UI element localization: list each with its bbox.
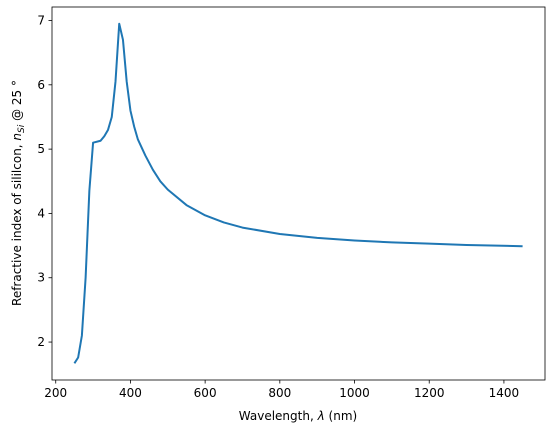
- y-tick-label: 6: [37, 78, 45, 92]
- x-tick-label: 200: [44, 386, 67, 400]
- x-tick-label: 1400: [489, 386, 520, 400]
- y-label-part: Si: [17, 124, 27, 133]
- x-tick-label: 600: [194, 386, 217, 400]
- y-axis-label: Refractive index of sililcon, nSi @ 25 °: [10, 80, 27, 306]
- y-tick-label: 5: [37, 142, 45, 156]
- x-tick-label: 400: [119, 386, 142, 400]
- x-tick-label: 1200: [414, 386, 445, 400]
- x-label-part: Wavelength,: [239, 409, 318, 423]
- x-tick-label: 800: [268, 386, 291, 400]
- x-label-part: (nm): [325, 409, 357, 423]
- y-tick-label: 7: [37, 14, 45, 28]
- y-tick-label: 2: [37, 335, 45, 349]
- x-label-part: λ: [317, 409, 325, 423]
- y-tick-label: 3: [37, 271, 45, 285]
- y-label-part: n: [10, 133, 24, 141]
- x-tick-label: 1000: [339, 386, 370, 400]
- data-line: [73, 22, 523, 364]
- axes-frame: [51, 6, 546, 381]
- y-label-part: Refractive index of sililcon,: [10, 141, 24, 306]
- y-label-part: @ 25 °: [10, 80, 24, 125]
- y-tick-label: 4: [37, 206, 45, 220]
- x-axis-label: Wavelength, λ (nm): [239, 409, 357, 423]
